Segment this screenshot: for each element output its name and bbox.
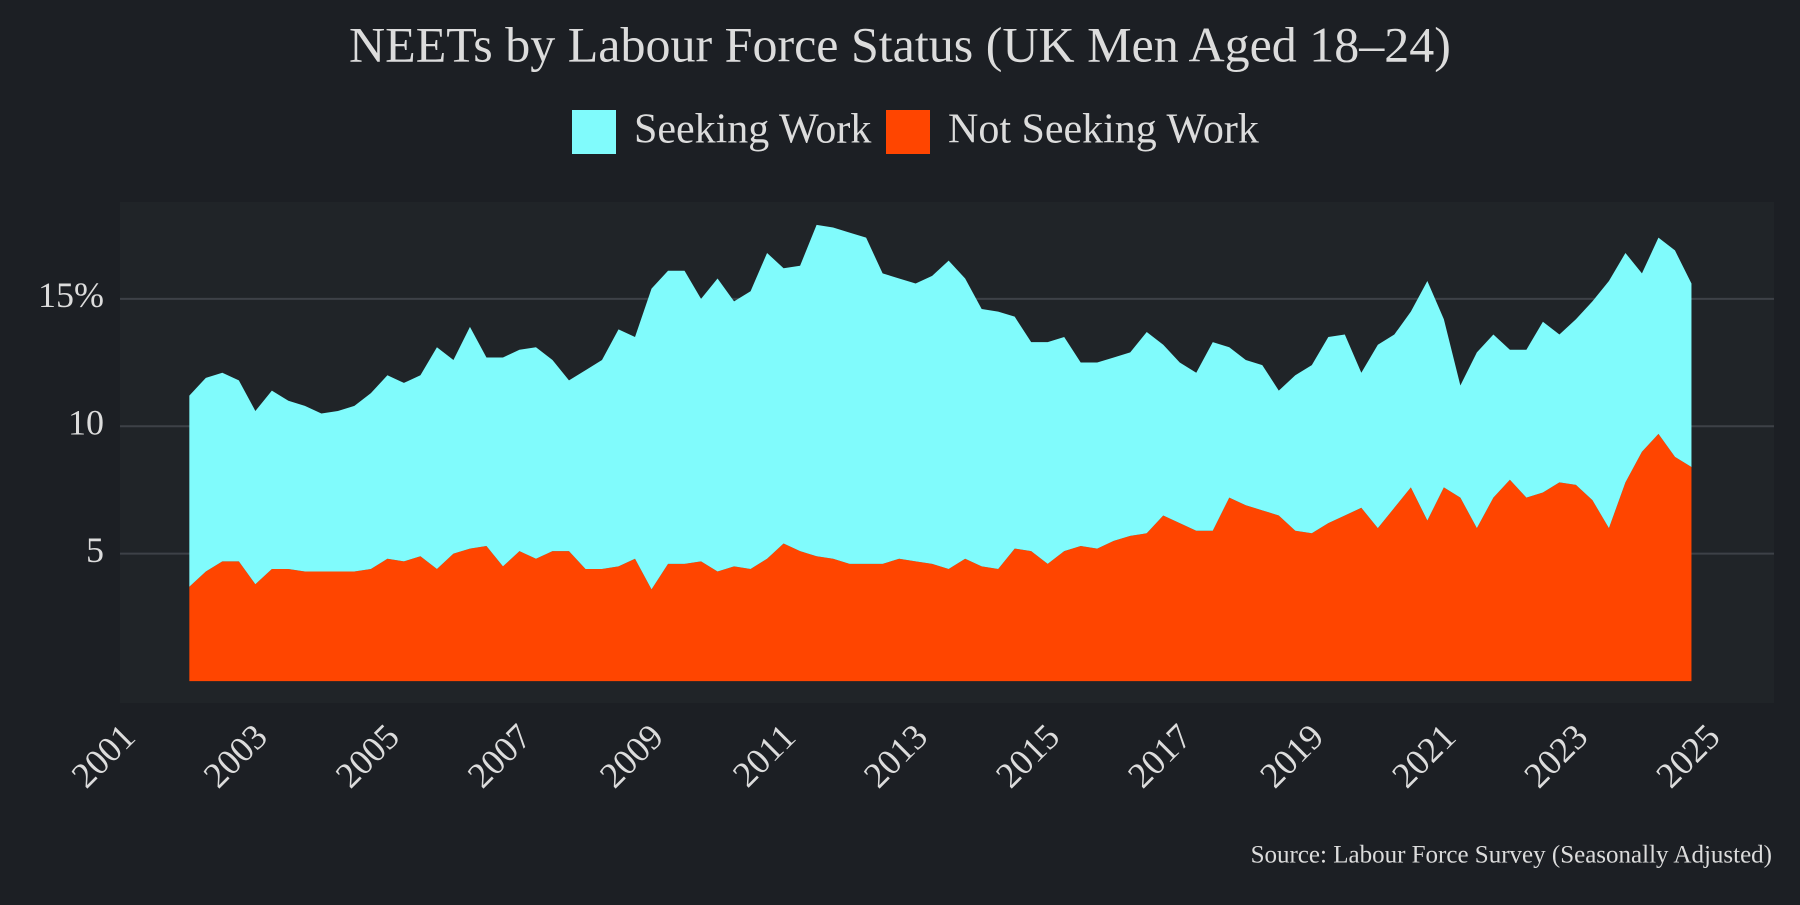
legend-label: Not Seeking Work xyxy=(948,107,1259,153)
chart-title: NEETs by Labour Force Status (UK Men Age… xyxy=(349,16,1451,72)
legend-label: Seeking Work xyxy=(634,107,871,153)
area xyxy=(189,433,1692,682)
y-tick-label: 15% xyxy=(38,275,104,315)
y-tick-label: 10 xyxy=(68,403,104,443)
y-tick-label: 5 xyxy=(86,530,104,570)
area xyxy=(189,224,1692,590)
legend-swatch xyxy=(572,110,616,154)
legend-swatch xyxy=(886,110,930,154)
source-note: Source: Labour Force Survey (Seasonally … xyxy=(1251,842,1772,869)
